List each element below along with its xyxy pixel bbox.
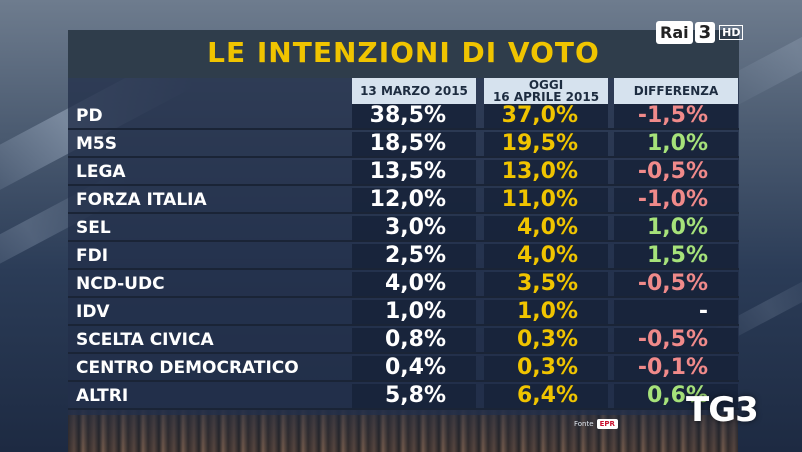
- party-name: SEL: [76, 218, 111, 238]
- difference-value-cell: -1,0%: [614, 188, 738, 212]
- april-value: 37,0%: [501, 103, 578, 128]
- march-value: 3,0%: [384, 215, 446, 240]
- difference-value: -0,5%: [637, 271, 708, 296]
- march-value-cell: 18,5%: [352, 132, 476, 156]
- march-value: 18,5%: [369, 131, 446, 156]
- difference-value-cell: 1,0%: [614, 132, 738, 156]
- march-value-cell: 38,5%: [352, 104, 476, 128]
- difference-value-cell: 1,0%: [614, 216, 738, 240]
- party-name: LEGA: [76, 162, 126, 182]
- party-name: IDV: [76, 302, 110, 322]
- march-value: 13,5%: [369, 159, 446, 184]
- party-name: M5S: [76, 134, 117, 154]
- party-name: ALTRI: [76, 386, 129, 406]
- difference-value-cell: -: [614, 300, 738, 324]
- march-value-cell: 2,5%: [352, 244, 476, 268]
- difference-value: -1,5%: [637, 103, 708, 128]
- april-value-cell: 11,0%: [484, 188, 608, 212]
- table-row: IDV 1,0% 1,0% -: [68, 300, 739, 326]
- april-value-cell: 0,3%: [484, 328, 608, 352]
- april-value-cell: 3,5%: [484, 272, 608, 296]
- march-value-cell: 0,4%: [352, 356, 476, 380]
- april-value: 0,3%: [516, 327, 578, 352]
- party-name: FDI: [76, 246, 109, 266]
- difference-value-cell: -0,1%: [614, 356, 738, 380]
- table-row: PD 38,5% 37,0% -1,5%: [68, 104, 739, 130]
- table-row: SCELTA CIVICA 0,8% 0,3% -0,5%: [68, 328, 739, 354]
- march-value: 0,8%: [384, 327, 446, 352]
- party-name: PD: [76, 106, 103, 126]
- table-row: CENTRO DEMOCRATICO 0,4% 0,3% -0,1%: [68, 356, 739, 382]
- difference-value: 0,6%: [646, 383, 708, 408]
- april-value: 3,5%: [516, 271, 578, 296]
- party-name: NCD-UDC: [76, 274, 165, 294]
- april-value: 1,0%: [516, 299, 578, 324]
- march-value: 2,5%: [384, 243, 446, 268]
- april-value-cell: 0,3%: [484, 356, 608, 380]
- march-value: 0,4%: [384, 355, 446, 380]
- march-value-cell: 5,8%: [352, 384, 476, 408]
- april-value-cell: 13,0%: [484, 160, 608, 184]
- difference-value-cell: -0,5%: [614, 160, 738, 184]
- difference-value: -: [698, 299, 708, 324]
- table-row: LEGA 13,5% 13,0% -0,5%: [68, 160, 739, 186]
- party-name: SCELTA CIVICA: [76, 330, 214, 350]
- april-value-cell: 6,4%: [484, 384, 608, 408]
- april-value: 4,0%: [516, 215, 578, 240]
- source-credit: Fonte EPR: [574, 419, 618, 429]
- column-header-today: OGGI 16 APRILE 2015: [484, 78, 608, 104]
- table-row: SEL 3,0% 4,0% 1,0%: [68, 216, 739, 242]
- april-value-cell: 37,0%: [484, 104, 608, 128]
- march-value-cell: 12,0%: [352, 188, 476, 212]
- title-bar: LE INTENZIONI DI VOTO: [68, 30, 739, 78]
- difference-value-cell: -0,5%: [614, 272, 738, 296]
- march-value: 12,0%: [369, 187, 446, 212]
- april-value-cell: 1,0%: [484, 300, 608, 324]
- march-value: 1,0%: [384, 299, 446, 324]
- party-name: FORZA ITALIA: [76, 190, 207, 210]
- april-value-cell: 4,0%: [484, 216, 608, 240]
- difference-value-cell: -1,5%: [614, 104, 738, 128]
- difference-value: 1,5%: [646, 243, 708, 268]
- april-value: 11,0%: [501, 187, 578, 212]
- difference-value: -1,0%: [637, 187, 708, 212]
- column-header-march: 13 MARZO 2015: [352, 78, 476, 104]
- march-value: 5,8%: [384, 383, 446, 408]
- difference-value: 1,0%: [646, 215, 708, 240]
- table-row: M5S 18,5% 19,5% 1,0%: [68, 132, 739, 158]
- table-row: FORZA ITALIA 12,0% 11,0% -1,0%: [68, 188, 739, 214]
- difference-value-cell: 1,5%: [614, 244, 738, 268]
- april-value-cell: 4,0%: [484, 244, 608, 268]
- party-name: CENTRO DEMOCRATICO: [76, 358, 299, 378]
- difference-value: -0,5%: [637, 327, 708, 352]
- column-header-difference: DIFFERENZA: [614, 78, 738, 104]
- difference-value: -0,1%: [637, 355, 708, 380]
- april-value: 0,3%: [516, 355, 578, 380]
- march-value-cell: 3,0%: [352, 216, 476, 240]
- march-value-cell: 0,8%: [352, 328, 476, 352]
- march-value: 4,0%: [384, 271, 446, 296]
- march-value-cell: 13,5%: [352, 160, 476, 184]
- april-value: 6,4%: [516, 383, 578, 408]
- parliament-photo: [68, 410, 738, 452]
- difference-value-cell: 0,6%: [614, 384, 738, 408]
- april-value: 13,0%: [501, 159, 578, 184]
- table-row: FDI 2,5% 4,0% 1,5%: [68, 244, 739, 270]
- rai3-logo: Rai 3 HD: [656, 20, 744, 44]
- march-value-cell: 1,0%: [352, 300, 476, 324]
- table-row: ALTRI 5,8% 6,4% 0,6%: [68, 384, 739, 410]
- difference-value: 1,0%: [646, 131, 708, 156]
- tg3-logo: TG3: [686, 390, 759, 430]
- march-value: 38,5%: [369, 103, 446, 128]
- april-value-cell: 19,5%: [484, 132, 608, 156]
- difference-value: -0,5%: [637, 159, 708, 184]
- april-value: 19,5%: [501, 131, 578, 156]
- difference-value-cell: -0,5%: [614, 328, 738, 352]
- page-title: LE INTENZIONI DI VOTO: [207, 36, 600, 69]
- april-value: 4,0%: [516, 243, 578, 268]
- table-row: NCD-UDC 4,0% 3,5% -0,5%: [68, 272, 739, 298]
- march-value-cell: 4,0%: [352, 272, 476, 296]
